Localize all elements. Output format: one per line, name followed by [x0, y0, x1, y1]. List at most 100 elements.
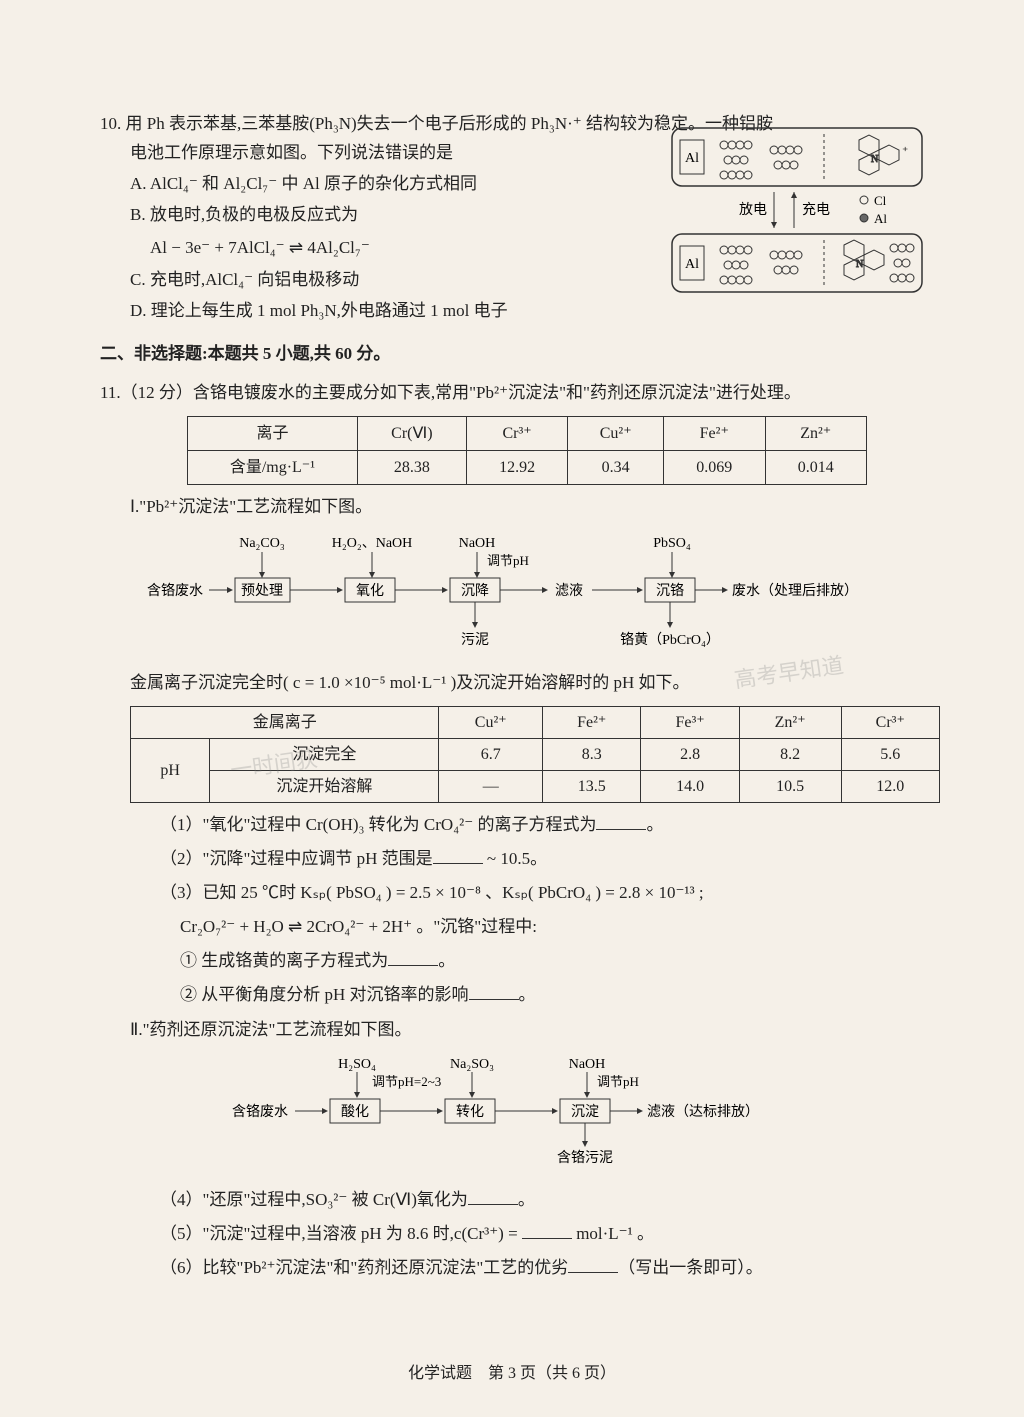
svg-text:氧化: 氧化: [356, 583, 384, 599]
table1-header-4: Fe²⁺: [664, 417, 765, 451]
svg-text:沉降: 沉降: [461, 583, 489, 599]
t2-h4: Zn²⁺: [739, 706, 841, 738]
svg-text:⁺: ⁺: [902, 144, 908, 158]
table1-val-0: 28.38: [357, 451, 466, 485]
blank[interactable]: [596, 812, 646, 831]
q11-sub5: （5）"沉淀"过程中,当溶液 pH 为 8.6 时,c(Cr³⁺) = mol·…: [130, 1220, 924, 1249]
t2-h1: Cu²⁺: [439, 706, 543, 738]
svg-text:调节pH=2~3: 调节pH=2~3: [372, 1074, 441, 1089]
q10-option-b: B. 放电时,负极的电极反应式为: [100, 201, 730, 230]
svg-text:Na₂SO₃: Na₂SO₃: [450, 1057, 494, 1072]
svg-text:NaOH: NaOH: [459, 536, 496, 551]
table1-val-3: 0.069: [664, 451, 765, 485]
svg-text:Al: Al: [685, 257, 699, 272]
t2-h2: Fe²⁺: [543, 706, 641, 738]
table1-header-3: Cu²⁺: [568, 417, 664, 451]
svg-text:N: N: [856, 259, 863, 270]
flowchart-1: Na₂CO₃ H₂O₂、NaOH NaOH 调节pH PbSO₄ 含铬废水 预处…: [130, 532, 924, 659]
q11-sub3-1: ① 生成铬黄的离子方程式为。: [130, 947, 924, 976]
svg-text:沉淀: 沉淀: [571, 1104, 599, 1120]
table1-header-5: Zn²⁺: [765, 417, 867, 451]
q10-option-a: A. AlCl₄⁻ 和 Al₂Cl₇⁻ 中 Al 原子的杂化方式相同: [100, 170, 730, 199]
q10-option-d: D. 理论上每生成 1 mol Ph₃N,外电路通过 1 mol 电子: [100, 297, 730, 326]
blank[interactable]: [433, 845, 483, 864]
blank[interactable]: [568, 1254, 618, 1273]
q11-sub2: （2）"沉降"过程中应调节 pH 范围是 ~ 10.5。: [130, 845, 924, 874]
svg-text:沉铬: 沉铬: [656, 583, 684, 599]
svg-text:污泥: 污泥: [461, 632, 489, 648]
blank[interactable]: [468, 1186, 518, 1205]
svg-text:转化: 转化: [456, 1104, 484, 1120]
svg-text:Cl: Cl: [874, 193, 887, 208]
svg-text:Al: Al: [874, 211, 887, 226]
table1-val-1: 12.92: [466, 451, 567, 485]
t2-h3: Fe³⁺: [641, 706, 739, 738]
svg-text:PbSO₄: PbSO₄: [653, 536, 691, 551]
t2-r2-0: —: [439, 771, 543, 803]
svg-text:H₂SO₄: H₂SO₄: [338, 1057, 376, 1072]
page-footer: 化学试题 第 3 页（共 6 页）: [0, 1360, 1024, 1387]
t2-h0: 金属离子: [131, 706, 439, 738]
t2-r1-3: 8.2: [739, 738, 841, 770]
svg-text:废水（处理后排放）: 废水（处理后排放）: [732, 583, 858, 599]
svg-text:H₂O₂、NaOH: H₂O₂、NaOH: [332, 536, 413, 551]
t2-r2-1: 13.5: [543, 771, 641, 803]
q11-note1: 金属离子沉淀完全时( c = 1.0 ×10⁻⁵ mol·L⁻¹ )及沉淀开始溶…: [130, 669, 924, 698]
svg-text:含铬废水: 含铬废水: [232, 1104, 288, 1120]
t2-r1-4: 5.6: [841, 738, 939, 770]
ion-content-table: 离子 Cr(Ⅵ) Cr³⁺ Cu²⁺ Fe²⁺ Zn²⁺ 含量/mg·L⁻¹ 2…: [187, 416, 867, 485]
q11-sub3a: （3）已知 25 ℃时 Kₛₚ( PbSO₄ ) = 2.5 × 10⁻⁸ 、K…: [130, 879, 924, 908]
q10-stem-line2: 电池工作原理示意如图。下列说法错误的是: [100, 139, 730, 168]
q10-formula: Al − 3e⁻ + 7AlCl₄⁻ ⇌ 4Al₂Cl₇⁻: [100, 234, 730, 263]
ph-table: 金属离子 Cu²⁺ Fe²⁺ Fe³⁺ Zn²⁺ Cr³⁺ pH 沉淀完全 6.…: [130, 706, 940, 804]
table1-header-0: 离子: [188, 417, 358, 451]
charge-label: 充电: [802, 202, 830, 218]
part2-title: Ⅱ."药剂还原沉淀法"工艺流程如下图。: [130, 1016, 924, 1045]
svg-text:N: N: [871, 154, 878, 165]
q11-sub3b: Cr₂O₇²⁻ + H₂O ⇌ 2CrO₄²⁻ + 2H⁺ 。"沉铬"过程中:: [130, 913, 924, 942]
blank[interactable]: [388, 947, 438, 966]
table1-val-2: 0.34: [568, 451, 664, 485]
svg-text:预处理: 预处理: [241, 583, 283, 599]
q10-option-c: C. 充电时,AlCl₄⁻ 向铝电极移动: [100, 266, 730, 295]
t2-r2-2: 14.0: [641, 771, 739, 803]
svg-text:滤液（达标排放）: 滤液（达标排放）: [647, 1104, 759, 1120]
svg-text:Na₂CO₃: Na₂CO₃: [239, 536, 285, 551]
t2-r1-label: 沉淀完全: [210, 738, 439, 770]
section-2-header: 二、非选择题:本题共 5 小题,共 60 分。: [100, 340, 924, 369]
svg-text:调节pH: 调节pH: [487, 553, 529, 568]
t2-r2-label: 沉淀开始溶解: [210, 771, 439, 803]
q11-sub1: （1）"氧化"过程中 Cr(OH)₃ 转化为 CrO₄²⁻ 的离子方程式为。: [130, 811, 924, 840]
table1-val-4: 0.014: [765, 451, 867, 485]
svg-text:滤液: 滤液: [555, 583, 583, 599]
svg-text:Al: Al: [685, 151, 699, 166]
t2-r1-0: 6.7: [439, 738, 543, 770]
table1-header-2: Cr³⁺: [466, 417, 567, 451]
q11-sub3-2: ② 从平衡角度分析 pH 对沉铬率的影响。: [130, 981, 924, 1010]
t2-r1-2: 2.8: [641, 738, 739, 770]
svg-text:含铬污泥: 含铬污泥: [557, 1150, 613, 1166]
q11-stem: 11.（12 分）含铬电镀废水的主要成分如下表,常用"Pb²⁺沉淀法"和"药剂还…: [100, 379, 924, 408]
t2-ph-label: pH: [131, 738, 210, 802]
svg-text:铬黄（PbCrO₄）: 铬黄（PbCrO₄）: [620, 631, 720, 648]
discharge-label: 放电: [739, 202, 767, 218]
t2-r2-3: 10.5: [739, 771, 841, 803]
t2-r1-1: 8.3: [543, 738, 641, 770]
t2-h5: Cr³⁺: [841, 706, 939, 738]
table1-header-1: Cr(Ⅵ): [357, 417, 466, 451]
q11-sub6: （6）比较"Pb²⁺沉淀法"和"药剂还原沉淀法"工艺的优劣（写出一条即可）。: [130, 1254, 924, 1283]
t2-r2-4: 12.0: [841, 771, 939, 803]
svg-text:调节pH: 调节pH: [597, 1074, 639, 1089]
flowchart-2: H₂SO₄ 调节pH=2~3 Na₂SO₃ NaOH 调节pH 含铬废水 酸化 …: [130, 1054, 924, 1176]
part1-title: Ⅰ."Pb²⁺沉淀法"工艺流程如下图。: [130, 493, 924, 522]
svg-text:NaOH: NaOH: [569, 1057, 606, 1072]
blank[interactable]: [522, 1220, 572, 1239]
battery-diagram: Al N ⁺ 放电 充电: [664, 120, 934, 300]
table1-row-label: 含量/mg·L⁻¹: [188, 451, 358, 485]
svg-text:酸化: 酸化: [341, 1104, 369, 1120]
question-10: Al N ⁺ 放电 充电: [100, 110, 924, 326]
svg-text:含铬废水: 含铬废水: [147, 583, 203, 599]
q11-sub4: （4）"还原"过程中,SO₃²⁻ 被 Cr(Ⅵ)氧化为。: [130, 1186, 924, 1215]
blank[interactable]: [469, 981, 519, 1000]
question-11: 11.（12 分）含铬电镀废水的主要成分如下表,常用"Pb²⁺沉淀法"和"药剂还…: [100, 379, 924, 1283]
